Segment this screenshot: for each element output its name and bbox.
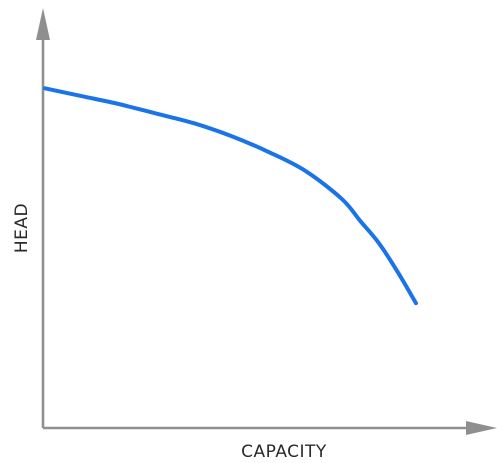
x-axis-label: CAPACITY	[241, 442, 327, 462]
y-axis-label: HEAD	[12, 203, 32, 253]
y-axis-arrow-icon	[36, 8, 50, 40]
x-axis-arrow-icon	[466, 421, 497, 435]
head-capacity-curve	[43, 86, 418, 306]
